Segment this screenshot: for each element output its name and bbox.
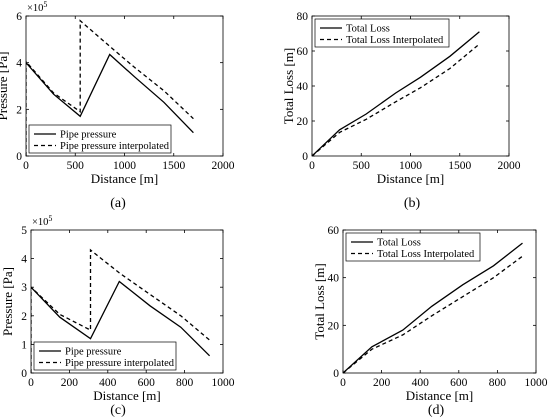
y-tick-label: 20 [297,116,309,128]
y-tick-label: 6 [16,11,22,23]
legend-entry: Pipe pressure interpolated [65,358,175,369]
x-axis-label: Distance [m] [91,171,159,186]
x-tick-label: 200 [61,377,79,389]
panel-label: (d) [428,403,445,418]
legend-entry: Total Loss Interpolated [346,35,444,46]
legend-entry: Pipe pressure [65,347,122,358]
x-tick-label: 200 [373,377,391,389]
x-tick-label: 500 [67,160,85,172]
chart-panel-a: 0 500 1000 1500 2000 0 2 4 6 ×105 Distance [m] Pres… [0,0,235,211]
chart-panel-d: 0 200 400 600 800 1000 0 20 40 60 Distance [m] Tota… [312,225,548,418]
legend-box [314,18,450,48]
x-tick-label: 400 [99,377,117,389]
y-tick-label: 40 [297,81,309,93]
x-tick-label: 500 [353,160,371,172]
x-tick-label: 0 [23,160,29,172]
x-tick-label: 0 [309,160,315,172]
y-tick-label: 0 [16,151,22,163]
legend-entry: Total Loss [346,24,390,35]
x-tick-label: 1000 [399,160,422,172]
y-tick-label: 4 [21,254,27,266]
series-line-main [31,280,211,357]
series-line-interpolated [343,255,523,373]
y-tick-label: 20 [328,320,340,332]
series-line-interpolated [26,19,194,156]
plot-frame [342,229,537,374]
series-line-main [312,31,480,156]
x-tick-label: 400 [412,377,430,389]
panel-label: (a) [110,196,126,211]
y-tick-label: 5 [21,225,27,237]
y-tick-label: 0 [333,368,339,380]
x-tick-label: 800 [489,377,507,389]
legend-entry: Pipe pressure [60,130,117,141]
y-axis-label: Total Loss [m] [281,48,296,124]
y-axis-label: Pressure [Pa] [0,52,10,121]
y-tick-label: 40 [328,273,340,285]
legend-box [33,341,177,371]
chart-panel-b: 0 500 1000 1500 2000 0 20 40 60 80 Distance [m] Tot… [281,11,521,211]
series-line-main [26,53,194,134]
x-axis-label: Distance [m] [93,388,161,403]
series-line-main [343,242,523,373]
legend-entry: Total Loss Interpolated [377,249,475,260]
x-tick-label: 1500 [162,160,185,172]
x-tick-label: 1000 [113,160,136,172]
x-tick-label: 0 [340,377,346,389]
panel-label: (b) [404,196,421,211]
y-tick-label: 0 [21,368,27,380]
x-tick-label: 1000 [212,377,235,389]
panel-label: (c) [110,403,126,418]
x-tick-label: 2000 [498,160,521,172]
x-tick-label: 600 [138,377,156,389]
legend-entry: Pipe pressure interpolated [60,141,170,152]
series-line-interpolated [312,43,480,156]
y-tick-label: 80 [297,11,309,23]
series-line-interpolated [31,248,211,373]
legend-entry: Total Loss [377,238,421,249]
y-tick-label: 0 [302,151,308,163]
x-tick-label: 0 [28,377,34,389]
x-tick-label: 600 [450,377,468,389]
x-axis-label: Distance [m] [377,171,445,186]
x-axis-label: Distance [m] [406,388,474,403]
y-tick-label: 2 [21,311,27,323]
y-axis-label: Total Loss [m] [312,263,327,339]
y-tick-label: 2 [16,104,22,116]
y-tick-label: 4 [16,58,22,70]
x-tick-label: 2000 [212,160,235,172]
chart-panel-c: 0 200 400 600 800 1000 0 1 2 3 4 5 ×105 Distance [m] P… [0,214,235,418]
x-tick-label: 800 [176,377,194,389]
x-tick-label: 1000 [525,377,548,389]
y-tick-label: 60 [297,46,309,58]
legend-box [28,124,172,154]
exponent-label: ×105 [27,0,47,14]
x-tick-label: 1500 [448,160,471,172]
exponent-label: ×105 [32,214,52,228]
legend-box [345,232,481,262]
y-axis-label: Pressure [Pa] [0,267,15,336]
y-tick-label: 1 [21,339,27,351]
y-tick-label: 60 [328,225,340,237]
y-tick-label: 3 [21,282,27,294]
